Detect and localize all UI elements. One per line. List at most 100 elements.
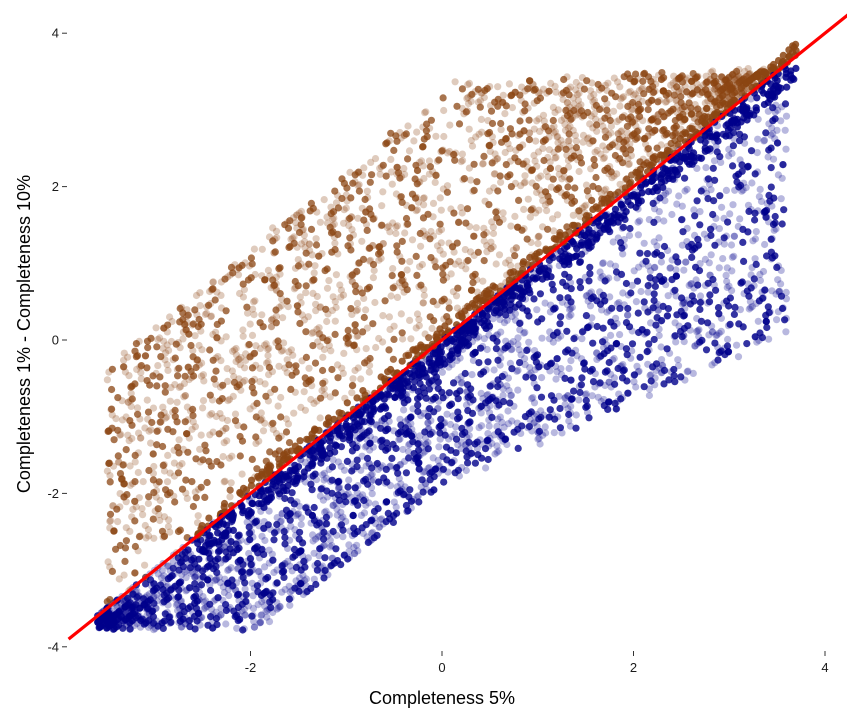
brown-point	[108, 411, 116, 419]
brown-point	[591, 115, 600, 123]
brown-point	[525, 136, 534, 144]
brown-point	[427, 227, 435, 236]
brown-point	[119, 461, 127, 469]
brown-point	[449, 288, 457, 296]
brown-point	[315, 252, 323, 260]
brown-point	[279, 314, 287, 322]
brown-point	[470, 160, 478, 168]
brown-point	[475, 130, 483, 138]
brown-point	[243, 303, 251, 311]
blue-point	[264, 573, 272, 582]
brown-point	[268, 322, 276, 331]
brown-point	[591, 148, 599, 156]
blue-point	[335, 483, 344, 491]
blue-point	[678, 216, 686, 224]
brown-point	[312, 307, 320, 315]
brown-point	[432, 171, 440, 179]
brown-point	[480, 257, 488, 265]
brown-point	[615, 187, 623, 196]
blue-point	[250, 623, 259, 631]
blue-point	[696, 221, 704, 229]
blue-point	[712, 214, 720, 222]
brown-point	[675, 74, 683, 82]
brown-point	[351, 321, 359, 329]
blue-point	[320, 574, 328, 582]
brown-point	[664, 89, 673, 97]
blue-point	[320, 542, 328, 550]
brown-point	[419, 143, 427, 151]
blue-point	[556, 320, 564, 328]
brown-point	[239, 280, 247, 288]
blue-point	[234, 538, 242, 547]
blue-point	[565, 417, 573, 425]
blue-point	[654, 215, 662, 223]
brown-point	[672, 129, 680, 137]
brown-point	[312, 235, 320, 243]
brown-point	[113, 505, 121, 513]
blue-point	[209, 624, 217, 632]
blue-point	[657, 258, 666, 266]
brown-point	[114, 452, 122, 460]
blue-point	[390, 498, 398, 506]
brown-point	[670, 85, 679, 93]
blue-point	[461, 369, 469, 378]
brown-point	[507, 183, 515, 191]
blue-point	[152, 604, 160, 612]
brown-point	[264, 266, 272, 274]
blue-point	[640, 239, 648, 247]
brown-point	[552, 88, 560, 96]
blue-point	[738, 278, 746, 286]
blue-point	[328, 463, 336, 471]
brown-point	[165, 346, 173, 354]
brown-point	[472, 133, 480, 141]
blue-point	[773, 263, 781, 271]
brown-point	[385, 313, 393, 321]
brown-point	[270, 282, 278, 290]
blue-point	[452, 390, 461, 398]
brown-point	[654, 98, 662, 106]
brown-point	[622, 136, 630, 144]
brown-point	[131, 458, 139, 466]
brown-point	[607, 129, 615, 137]
brown-point	[141, 352, 149, 360]
brown-point	[455, 218, 463, 226]
brown-point	[554, 106, 562, 114]
brown-point	[417, 242, 425, 250]
blue-point	[400, 490, 408, 498]
brown-point	[477, 115, 485, 123]
brown-point	[304, 313, 312, 321]
brown-point	[480, 237, 488, 245]
blue-point	[471, 349, 479, 357]
brown-point	[248, 377, 256, 385]
brown-point	[618, 127, 626, 135]
brown-point	[393, 248, 401, 256]
brown-point	[152, 486, 161, 495]
blue-point	[546, 308, 555, 316]
brown-point	[489, 229, 498, 238]
blue-point	[405, 441, 413, 449]
blue-point	[767, 164, 775, 172]
brown-point	[474, 85, 482, 93]
brown-point	[443, 188, 451, 196]
brown-point	[415, 322, 423, 330]
brown-point	[553, 133, 561, 141]
blue-point	[396, 435, 404, 443]
blue-point	[702, 189, 711, 197]
blue-point	[636, 353, 644, 361]
brown-point	[230, 346, 238, 354]
brown-point	[191, 332, 199, 340]
brown-point	[589, 182, 597, 190]
blue-point	[209, 611, 217, 619]
brown-point	[163, 341, 171, 349]
brown-point	[182, 326, 190, 334]
brown-point	[365, 368, 373, 376]
brown-point	[196, 458, 204, 466]
brown-point	[458, 104, 466, 113]
brown-point	[275, 362, 283, 370]
blue-point	[465, 432, 473, 440]
brown-point	[575, 109, 584, 117]
brown-point	[565, 130, 573, 138]
blue-point	[586, 367, 595, 375]
brown-point	[159, 533, 167, 541]
brown-point	[305, 364, 313, 372]
